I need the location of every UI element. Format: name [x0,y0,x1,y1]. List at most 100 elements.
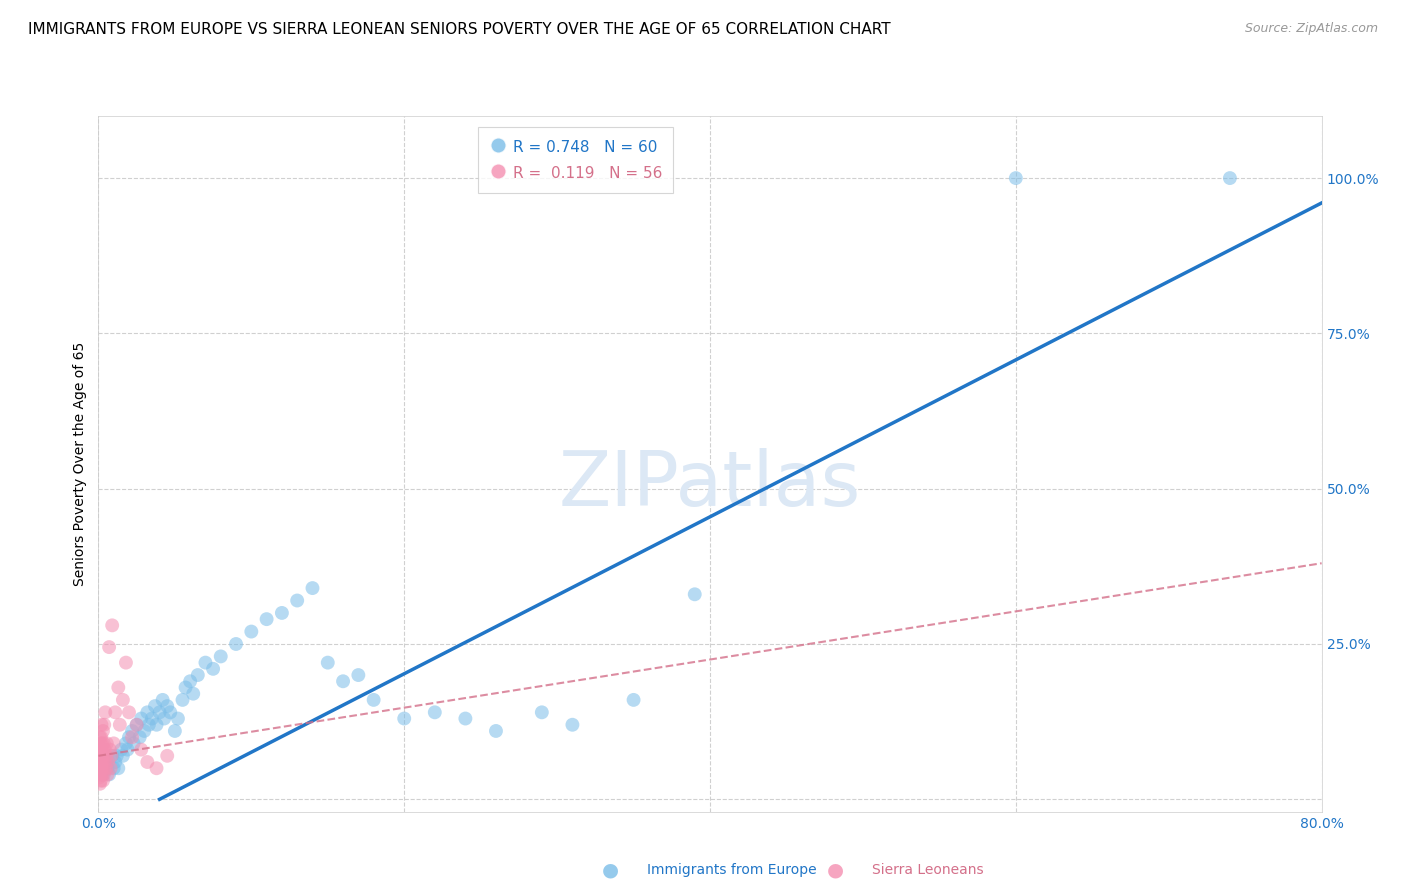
Point [98,742,121,756]
Point [167,712,190,726]
Point [187,668,209,682]
Point [115,736,138,750]
Text: Source: ZipAtlas.com: Source: ZipAtlas.com [1244,22,1378,36]
Point [94,706,117,720]
Y-axis label: Seniors Poverty Over the Age of 65: Seniors Poverty Over the Age of 65 [73,342,87,586]
Point [110,742,132,756]
Point [122,736,145,750]
Legend: R = 0.748   N = 60, R =  0.119   N = 56: R = 0.748 N = 60, R = 0.119 N = 56 [478,127,673,194]
Point [89,761,111,775]
Point [347,668,370,682]
Point [141,712,163,726]
Point [90,742,112,756]
Point [683,587,706,601]
Point [89,752,111,766]
Text: ●: ● [602,860,619,880]
Text: Sierra Leoneans: Sierra Leoneans [872,863,983,877]
Point [107,761,129,775]
Point [91,736,114,750]
Point [159,706,181,720]
Text: IMMIGRANTS FROM EUROPE VS SIERRA LEONEAN SENIORS POVERTY OVER THE AGE OF 65 CORR: IMMIGRANTS FROM EUROPE VS SIERRA LEONEAN… [28,22,891,37]
Point [111,748,134,763]
Point [149,706,172,720]
Point [153,712,176,726]
Point [90,773,112,788]
Point [93,717,115,731]
Point [209,649,232,664]
Point [301,581,323,595]
Point [172,693,194,707]
Point [89,771,111,785]
Point [108,717,131,731]
Point [136,755,159,769]
Point [485,723,508,738]
Point [134,723,156,738]
Point [128,730,150,744]
Point [100,748,122,763]
Point [423,706,446,720]
Point [179,674,201,689]
Point [93,736,115,750]
Point [316,656,339,670]
Point [96,748,118,763]
Point [105,748,128,763]
Point [91,742,114,756]
Point [285,593,308,607]
Point [91,723,114,738]
Point [91,761,114,775]
Point [97,755,120,769]
Point [90,761,112,775]
Point [90,717,112,731]
Point [94,755,117,769]
Point [94,742,117,756]
Point [97,767,120,781]
Point [91,767,114,781]
Point [125,717,148,731]
Point [103,736,125,750]
Point [100,761,122,775]
Point [138,717,160,731]
Point [530,706,553,720]
Point [107,681,129,695]
Point [363,693,385,707]
Point [111,693,134,707]
Point [90,767,112,781]
Point [143,699,166,714]
Point [240,624,263,639]
Point [145,717,167,731]
Point [90,748,112,763]
Point [561,717,583,731]
Point [89,758,111,772]
Point [174,681,197,695]
Text: Immigrants from Europe: Immigrants from Europe [647,863,817,877]
Point [332,674,354,689]
Point [163,723,186,738]
Point [194,656,217,670]
Point [104,755,127,769]
Point [89,748,111,763]
Point [121,723,143,738]
Point [94,761,117,775]
Point [270,606,292,620]
Point [129,712,152,726]
Point [202,662,225,676]
Text: ●: ● [827,860,844,880]
Point [156,699,179,714]
Point [256,612,278,626]
Point [623,693,645,707]
Point [103,761,125,775]
Point [91,755,114,769]
Point [89,746,111,760]
Point [101,748,124,763]
Point [1219,171,1241,186]
Point [392,712,416,726]
Point [98,767,121,781]
Point [97,761,120,775]
Point [125,717,148,731]
Point [90,736,112,750]
Point [454,712,477,726]
Point [90,730,112,744]
Point [104,706,127,720]
Point [98,640,121,654]
Point [1004,171,1026,186]
